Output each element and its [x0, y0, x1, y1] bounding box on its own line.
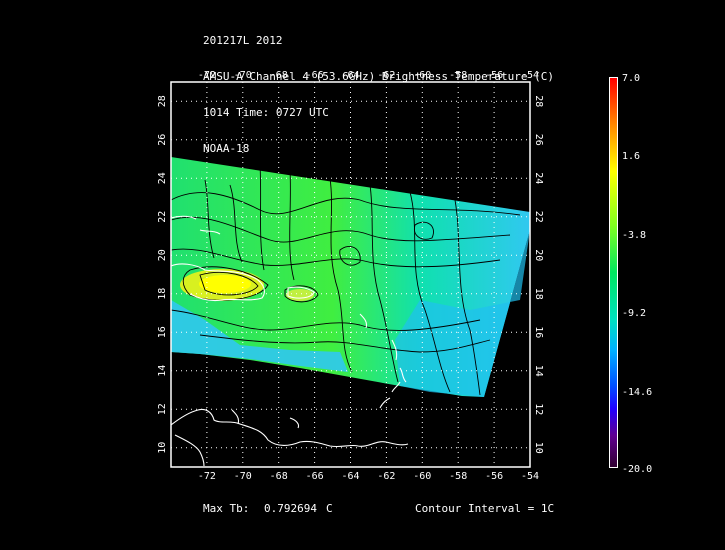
swath-field — [171, 157, 530, 467]
axis-ticks: -72 -72 -70 -70 -68 -68 -66 -66 -64 -64 -62 -62 -60 -… — [157, 70, 544, 482]
lon-tick-label-bottom: -58 — [449, 471, 467, 482]
header-storm-id: 201217L 2012 — [203, 34, 283, 47]
lat-tick-label-left: 18 — [157, 288, 168, 300]
lat-lon-grid — [171, 82, 530, 467]
lon-tick-label-top: -68 — [270, 70, 288, 81]
lon-tick-label-bottom: -62 — [377, 471, 395, 482]
contour-interval: Contour Interval = 1C — [415, 502, 555, 515]
lon-tick-label-top: -56 — [485, 70, 503, 81]
lat-tick-label-left: 20 — [157, 249, 168, 261]
lon-tick-label-top: -66 — [306, 70, 324, 81]
cool-region-east — [395, 230, 530, 397]
header-product: AMSU-A Channel 4 (53.6GHz) Brightness Te… — [203, 70, 554, 83]
plot-frame — [170, 81, 531, 468]
lat-tick-label-right: 14 — [533, 365, 544, 377]
lon-tick-label-top: -72 — [198, 70, 216, 81]
contour-lines — [171, 164, 521, 396]
lat-tick-label-left: 10 — [157, 442, 168, 454]
lat-tick-label-left: 28 — [157, 95, 168, 107]
lat-tick-label-left: 26 — [157, 134, 168, 146]
lat-tick-label-right: 12 — [533, 403, 544, 415]
lon-tick-label-bottom: -72 — [198, 471, 216, 482]
colorbar-label-2: 1.6 — [622, 151, 641, 162]
lat-tick-label-left: 14 — [157, 365, 168, 377]
lat-tick-label-right: 24 — [533, 172, 544, 184]
lon-tick-label-bottom: -66 — [306, 471, 324, 482]
lat-tick-label-right: 10 — [533, 442, 544, 454]
colorbar-label-3: -3.8 — [622, 230, 647, 241]
colorbar-label-4: -9.2 — [622, 308, 647, 319]
lat-tick-label-left: 16 — [157, 326, 168, 338]
max-tb-unit: C — [326, 502, 333, 515]
lat-tick-label-right: 16 — [533, 326, 544, 338]
lat-tick-label-left: 22 — [157, 211, 168, 223]
lat-tick-label-right: 18 — [533, 288, 544, 300]
map-header: 201217L 2012 AMSU-A Channel 4 (53.6GHz) … — [203, 11, 554, 167]
lon-tick-label-top: -64 — [341, 70, 359, 81]
lat-tick-label-right: 20 — [533, 249, 544, 261]
lon-tick-label-bottom: -54 — [521, 471, 539, 482]
lat-tick-label-left: 24 — [157, 172, 168, 184]
cool-region — [171, 300, 348, 372]
lat-tick-label-left: 12 — [157, 403, 168, 415]
lon-tick-label-top: -54 — [521, 70, 539, 81]
lat-tick-label-right: 26 — [533, 134, 544, 146]
lon-tick-label-top: -60 — [413, 70, 431, 81]
header-time: 1014 Time: 0727 UTC — [203, 106, 329, 119]
lon-tick-label-bottom: -56 — [485, 471, 503, 482]
lon-tick-label-bottom: -64 — [341, 471, 359, 482]
lon-tick-label-top: -70 — [234, 70, 252, 81]
colorbar-label-min: -20.0 — [622, 464, 653, 475]
lon-tick-label-bottom: -68 — [270, 471, 288, 482]
lon-tick-label-top: -58 — [449, 70, 467, 81]
lat-tick-label-right: 28 — [533, 95, 544, 107]
colorbar-label-max: 7.0 — [622, 73, 641, 84]
lon-tick-label-top: -62 — [377, 70, 395, 81]
colorbar-label-5: -14.6 — [622, 387, 653, 398]
coastlines — [171, 215, 409, 467]
warm-spot-puerto-rico — [286, 289, 314, 301]
lon-tick-label-bottom: -70 — [234, 471, 252, 482]
lon-tick-label-bottom: -60 — [413, 471, 431, 482]
max-tb-value: 0.792694 — [264, 502, 317, 515]
max-tb-label: Max Tb: — [203, 502, 250, 515]
warm-core-hispaniola — [199, 275, 251, 293]
lat-tick-label-right: 22 — [533, 211, 544, 223]
colorbar — [609, 77, 618, 468]
header-satellite: NOAA-18 — [203, 142, 250, 155]
